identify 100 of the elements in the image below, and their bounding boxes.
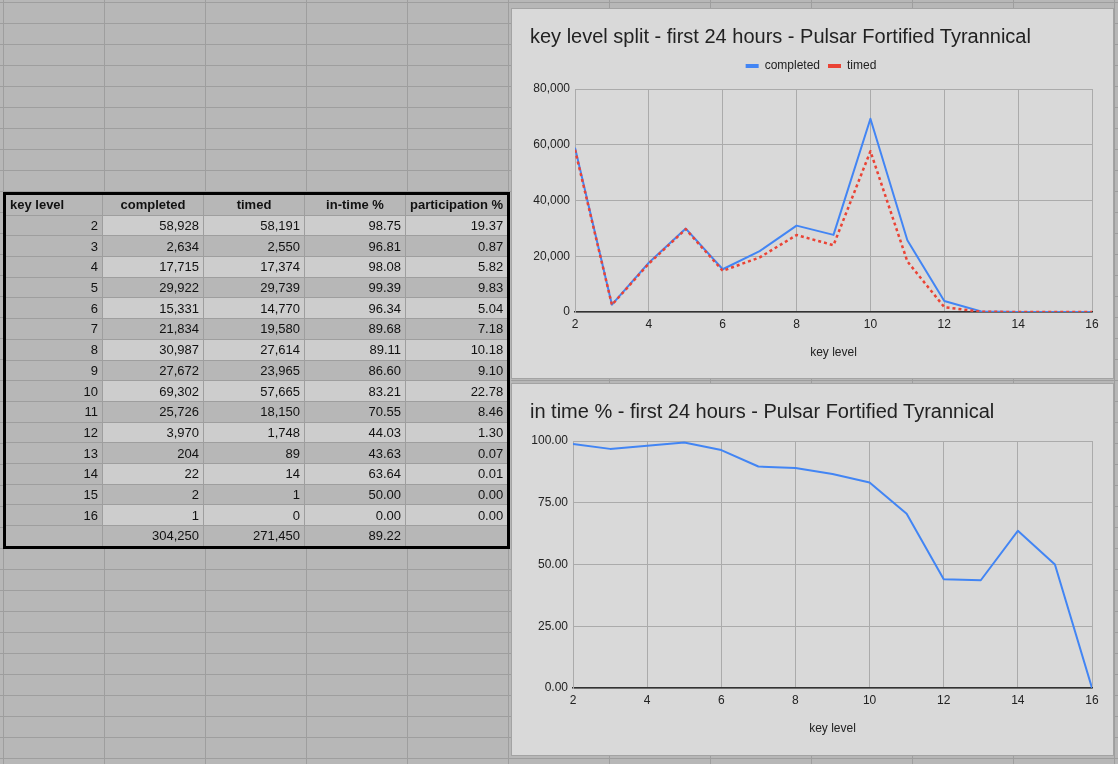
x-tick-label: 6 — [719, 316, 727, 331]
y-tick-label: 11 — [4, 401, 103, 423]
data-label: 98.08 — [304, 256, 406, 278]
y-tick-label: 10 — [4, 380, 103, 402]
data-label: 0.87 — [405, 235, 509, 257]
y-tick-label: 12 — [4, 422, 103, 443]
data-label: 29,922 — [102, 277, 204, 298]
data-label: 1,748 — [203, 422, 305, 443]
data-label: 3,970 — [102, 422, 204, 443]
x-tick-label: in-time % — [304, 193, 406, 216]
x-tick-label: 4 — [645, 316, 653, 331]
legend-label: timed — [847, 58, 877, 73]
x-tick-label: 12 — [937, 316, 952, 331]
data-label: 5.04 — [405, 297, 509, 319]
data-label: 23,965 — [203, 360, 305, 381]
data-label: 15,331 — [102, 297, 204, 319]
y-tick-label: 8 — [4, 339, 103, 360]
data-label: 27,614 — [203, 339, 305, 360]
data-label: 2,550 — [203, 235, 305, 257]
data-label: 86.60 — [304, 360, 406, 381]
data-label: 1 — [102, 504, 204, 526]
y-tick-label: 0.00 — [544, 680, 569, 695]
x-tick-label: 14 — [1011, 692, 1025, 707]
data-label: 27,672 — [102, 360, 204, 381]
data-label: 89.11 — [304, 339, 406, 360]
y-tick-label: 13 — [4, 442, 103, 464]
data-label: 50.00 — [304, 484, 406, 505]
data-label: 204 — [102, 442, 204, 464]
data-label: 14 — [203, 463, 305, 485]
data-label: 17,715 — [102, 256, 204, 278]
data-label: 19,580 — [203, 318, 305, 340]
x-axis-title: key level — [809, 721, 856, 736]
data-label: 96.34 — [304, 297, 406, 319]
data-label: 0.00 — [405, 484, 509, 505]
x-tick-label: 14 — [1011, 316, 1026, 331]
data-label: 99.39 — [304, 277, 406, 298]
x-tick-label: completed — [102, 193, 204, 216]
y-tick-label: 20,000 — [533, 248, 571, 263]
y-tick-label: 9 — [4, 360, 103, 381]
y-tick-label: 0 — [563, 304, 571, 319]
x-tick-label: 8 — [793, 316, 801, 331]
data-label: 70.55 — [304, 401, 406, 423]
data-label: 2 — [102, 484, 204, 505]
data-label: 63.64 — [304, 463, 406, 485]
data-label: 7.18 — [405, 318, 509, 340]
data-label: 8.46 — [405, 401, 509, 423]
chart-title: in time % - first 24 hours - Pulsar Fortified Tyrannical — [530, 399, 995, 422]
data-label: 98.75 — [304, 215, 406, 236]
chart-title: key level split - first 24 hours - Pulsar Fortified Tyrannical — [530, 24, 1031, 47]
data-label: 0.07 — [405, 442, 509, 464]
y-tick-label: 16 — [4, 504, 103, 526]
data-label: 29,739 — [203, 277, 305, 298]
data-label: 0.00 — [405, 504, 509, 526]
y-tick-label: 2 — [4, 215, 103, 236]
data-label: 5.82 — [405, 256, 509, 278]
x-tick-label: 10 — [862, 692, 877, 707]
x-tick-label: timed — [203, 193, 305, 216]
y-tick-label: 3 — [4, 235, 103, 257]
y-tick-label: 40,000 — [533, 192, 571, 207]
x-tick-label: participation % — [405, 193, 509, 216]
data-label: 2,634 — [102, 235, 204, 257]
y-tick-label: 100.00 — [531, 433, 569, 448]
data-label: 89.22 — [304, 525, 406, 548]
y-tick-label: 7 — [4, 318, 103, 340]
y-tick-label: 4 — [4, 256, 103, 278]
x-tick-label: 16 — [1085, 316, 1099, 331]
y-tick-label: 60,000 — [533, 137, 571, 152]
data-label: 0.01 — [405, 463, 509, 485]
y-tick-label: 25.00 — [537, 618, 569, 633]
data-label: 271,450 — [203, 525, 305, 548]
x-tick-label: 6 — [717, 692, 725, 707]
data-label: 9.83 — [405, 277, 509, 298]
y-axis-title: key level — [4, 193, 103, 216]
data-label: 89 — [203, 442, 305, 464]
data-label: 0.00 — [304, 504, 406, 526]
x-axis-title: key level — [810, 345, 857, 360]
x-tick-label: 12 — [937, 692, 951, 707]
data-label: 83.21 — [304, 380, 406, 402]
data-label: 17,374 — [203, 256, 305, 278]
data-label: 69,302 — [102, 380, 204, 402]
data-label: 304,250 — [102, 525, 204, 548]
data-label: 10.18 — [405, 339, 509, 360]
y-tick-label: 75.00 — [537, 495, 569, 510]
data-label: 21,834 — [102, 318, 204, 340]
x-tick-label: 4 — [643, 692, 651, 707]
data-label: 89.68 — [304, 318, 406, 340]
data-label: 25,726 — [102, 401, 204, 423]
y-tick-label: 15 — [4, 484, 103, 505]
data-label: 44.03 — [304, 422, 406, 443]
y-tick-label: 5 — [4, 277, 103, 298]
data-label: 58,191 — [203, 215, 305, 236]
data-label: 0 — [203, 504, 305, 526]
data-label: 1.30 — [405, 422, 509, 443]
x-tick-label: 8 — [792, 692, 800, 707]
data-label: 30,987 — [102, 339, 204, 360]
data-label: 43.63 — [304, 442, 406, 464]
data-label: 1 — [203, 484, 305, 505]
data-label: 9.10 — [405, 360, 509, 381]
y-tick-label: 80,000 — [533, 81, 571, 96]
legend-label: completed — [764, 58, 821, 73]
